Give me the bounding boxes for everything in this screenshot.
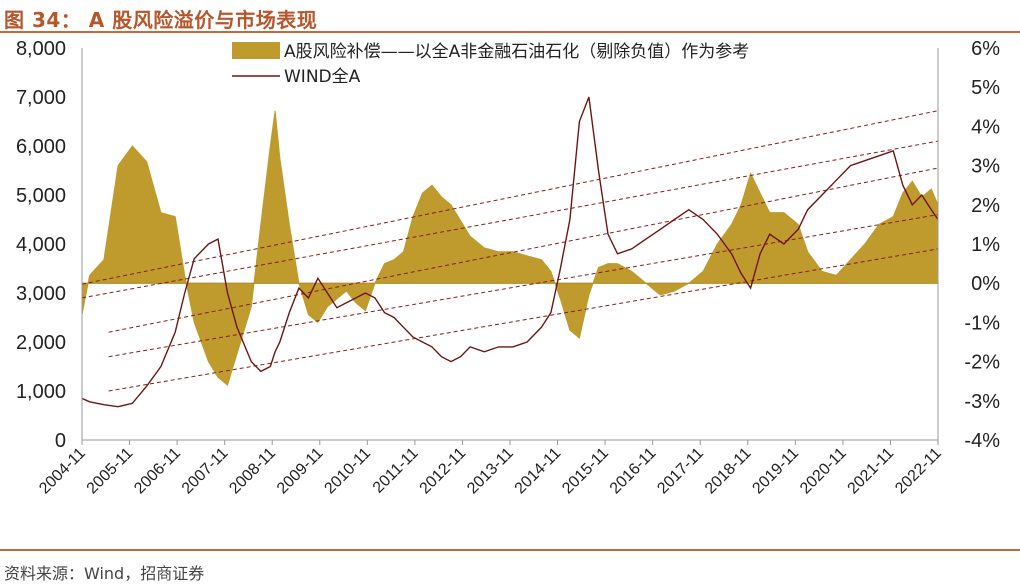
legend-label-premium: A股风险补偿——以全A非金融石油石化（剔除负值）作为参考 [284,42,749,62]
x-tick-label: 2008-11 [226,445,279,498]
x-tick-label: 2022-11 [892,445,945,498]
x-tick-label: 2013-11 [464,445,517,498]
left-tick-label: 4,000 [16,234,66,256]
x-tick-label: 2007-11 [179,445,232,498]
premium-area [81,110,939,386]
x-tick-label: 2014-11 [512,445,565,498]
right-tick-label: 1% [971,234,1000,256]
legend-layer: A股风险补偿——以全A非金融石油石化（剔除负值）作为参考 WIND全A [232,42,749,87]
x-tick-label: 2011-11 [370,445,422,497]
right-tick-label: 4% [971,116,1000,138]
left-tick-label: 6,000 [16,136,66,158]
channel-line-4 [108,214,939,358]
right-tick-label: -4% [964,430,1000,452]
left-tick-label: 2,000 [16,332,66,354]
right-tick-label: -3% [964,391,1000,413]
right-tick-label: 6% [971,38,1000,60]
x-tick-label: 2017-11 [654,445,707,498]
x-tick-label: 2006-11 [131,445,184,498]
trend-channel-layer [81,110,939,392]
x-tick-label: 2005-11 [84,445,137,498]
left-tick-label: 7,000 [16,87,66,109]
x-tick-label: 2009-11 [274,445,327,498]
x-tick-label: 2012-11 [417,445,470,498]
x-tick-label: 2016-11 [607,445,660,498]
x-tick-label: 2020-11 [797,445,850,498]
top-rule [0,31,1020,33]
right-tick-label: 3% [971,156,1000,178]
x-tick-label: 2018-11 [702,445,755,498]
wind-all-a-line [81,96,939,408]
right-tick-label: -2% [964,352,1000,374]
legend-label-index: WIND全A [284,67,361,87]
legend-swatch-premium [232,42,280,59]
premium-area-layer [81,110,939,386]
channel-line-1 [81,110,939,285]
index-line-layer [81,96,939,408]
x-tick-label: 2019-11 [749,445,802,498]
x-tick-label: 2004-11 [36,445,89,498]
x-tick-label: 2010-11 [321,445,374,498]
bottom-rule [0,549,1020,551]
x-tick-label: 2021-11 [845,445,898,498]
x-tick-label: 2015-11 [559,445,612,498]
left-tick-label: 0 [55,430,66,452]
channel-line-3 [108,167,939,333]
right-tick-label: 0% [971,273,1000,295]
left-tick-label: 3,000 [16,283,66,305]
channel-line-5 [108,248,939,392]
right-tick-label: 5% [971,77,1000,99]
channel-line-2 [81,140,939,299]
left-tick-label: 1,000 [16,381,66,403]
figure-title: 图 34： A 股风险溢价与市场表现 [4,8,318,32]
right-tick-label: -1% [964,312,1000,334]
source-note: 资料来源：Wind，招商证券 [4,564,205,583]
left-tick-label: 8,000 [16,38,66,60]
left-tick-label: 5,000 [16,185,66,207]
right-tick-label: 2% [971,195,1000,217]
